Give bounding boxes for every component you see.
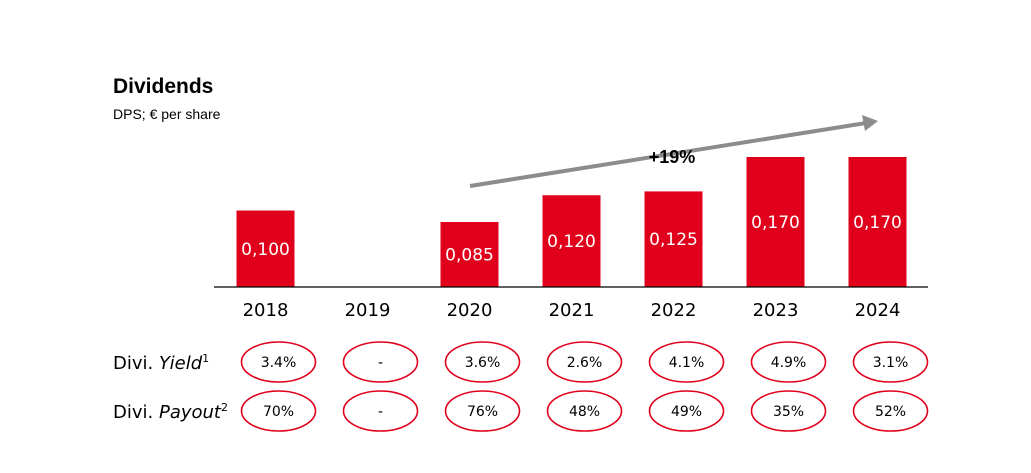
bar-2021: [542, 195, 601, 287]
yield-pill-2022: [648, 341, 725, 383]
yield-value-2023: 4.9%: [771, 355, 807, 371]
growth-arrow-line: [469, 121, 867, 188]
payout-pill-2023: [750, 390, 827, 432]
bar-2024: [848, 157, 907, 287]
bar-2023: [746, 157, 805, 287]
yield-pill-2020: [444, 341, 521, 383]
yield-pill-2021: [546, 341, 623, 383]
yield-value-2020: 3.6%: [465, 355, 501, 371]
payout-value-2020: 76%: [467, 404, 498, 420]
bar-value-label-2018: 0,100: [241, 240, 290, 260]
growth-label: +19%: [649, 147, 696, 167]
x-tick-label-2019: 2019: [345, 300, 391, 321]
bar-value-label-2023: 0,170: [751, 213, 800, 233]
x-tick-label-2021: 2021: [549, 300, 595, 321]
bar-2020: [440, 222, 499, 287]
payout-pill-2024: [852, 390, 929, 432]
chart-subtitle: DPS; € per share: [113, 106, 221, 122]
yield-value-2018: 3.4%: [261, 355, 297, 371]
payout-value-2024: 52%: [875, 404, 906, 420]
payout-row-label-italic: Payout: [159, 402, 222, 423]
payout-value-2021: 48%: [569, 404, 600, 420]
payout-value-2019: -: [378, 404, 383, 420]
bar-2022: [644, 191, 703, 287]
payout-pill-2022: [648, 390, 725, 432]
growth-arrow: [469, 115, 878, 188]
payout-value-2023: 35%: [773, 404, 804, 420]
bar-value-label-2022: 0,125: [649, 230, 698, 250]
yield-row-label-italic: Yield: [159, 353, 203, 374]
payout-value-2022: 49%: [671, 404, 702, 420]
payout-row-label-prefix: Divi.: [113, 402, 159, 423]
bars-group: 0,100 0,085 0,120 0,125 0,170 0,170: [236, 157, 907, 287]
yield-pill-2018: [240, 341, 317, 383]
bar-2018: [236, 210, 295, 287]
yield-pill-2023: [750, 341, 827, 383]
yield-value-2019: -: [378, 355, 383, 371]
chart-title: Dividends: [113, 75, 213, 98]
yield-pill-2024: [852, 341, 929, 383]
payout-pill-2019: [342, 390, 419, 432]
yield-value-2022: 4.1%: [669, 355, 705, 371]
payout-value-2018: 70%: [263, 404, 294, 420]
yield-pill-2019: [342, 341, 419, 383]
yield-row-label: Divi. Yield1: [113, 352, 209, 374]
x-tick-label-2022: 2022: [651, 300, 697, 321]
bar-value-label-2021: 0,120: [547, 232, 596, 252]
x-tick-label-2023: 2023: [753, 300, 799, 321]
growth-arrow-head: [862, 115, 878, 131]
bar-value-label-2020: 0,085: [445, 246, 494, 266]
payout-pill-2018: [240, 390, 317, 432]
payout-pill-2021: [546, 390, 623, 432]
payout-row-label: Divi. Payout2: [113, 401, 228, 423]
yield-value-2021: 2.6%: [567, 355, 603, 371]
payout-pill-2020: [444, 390, 521, 432]
yield-footnote: 1: [202, 352, 209, 365]
bar-value-label-2024: 0,170: [853, 213, 902, 233]
payout-footnote: 2: [221, 401, 228, 414]
x-tick-label-2024: 2024: [855, 300, 901, 321]
yield-value-2024: 3.1%: [873, 355, 909, 371]
x-tick-labels: 2018 2019 2020 2021 2022 2023 2024: [243, 300, 901, 321]
metric-pills: 3.4% - 3.6% 2.6% 4.1% 4.9% 3.1% 70% - 76% 48% 49% 35…: [240, 341, 929, 432]
yield-row-label-prefix: Divi.: [113, 353, 159, 374]
x-tick-label-2020: 2020: [447, 300, 493, 321]
x-tick-label-2018: 2018: [243, 300, 289, 321]
